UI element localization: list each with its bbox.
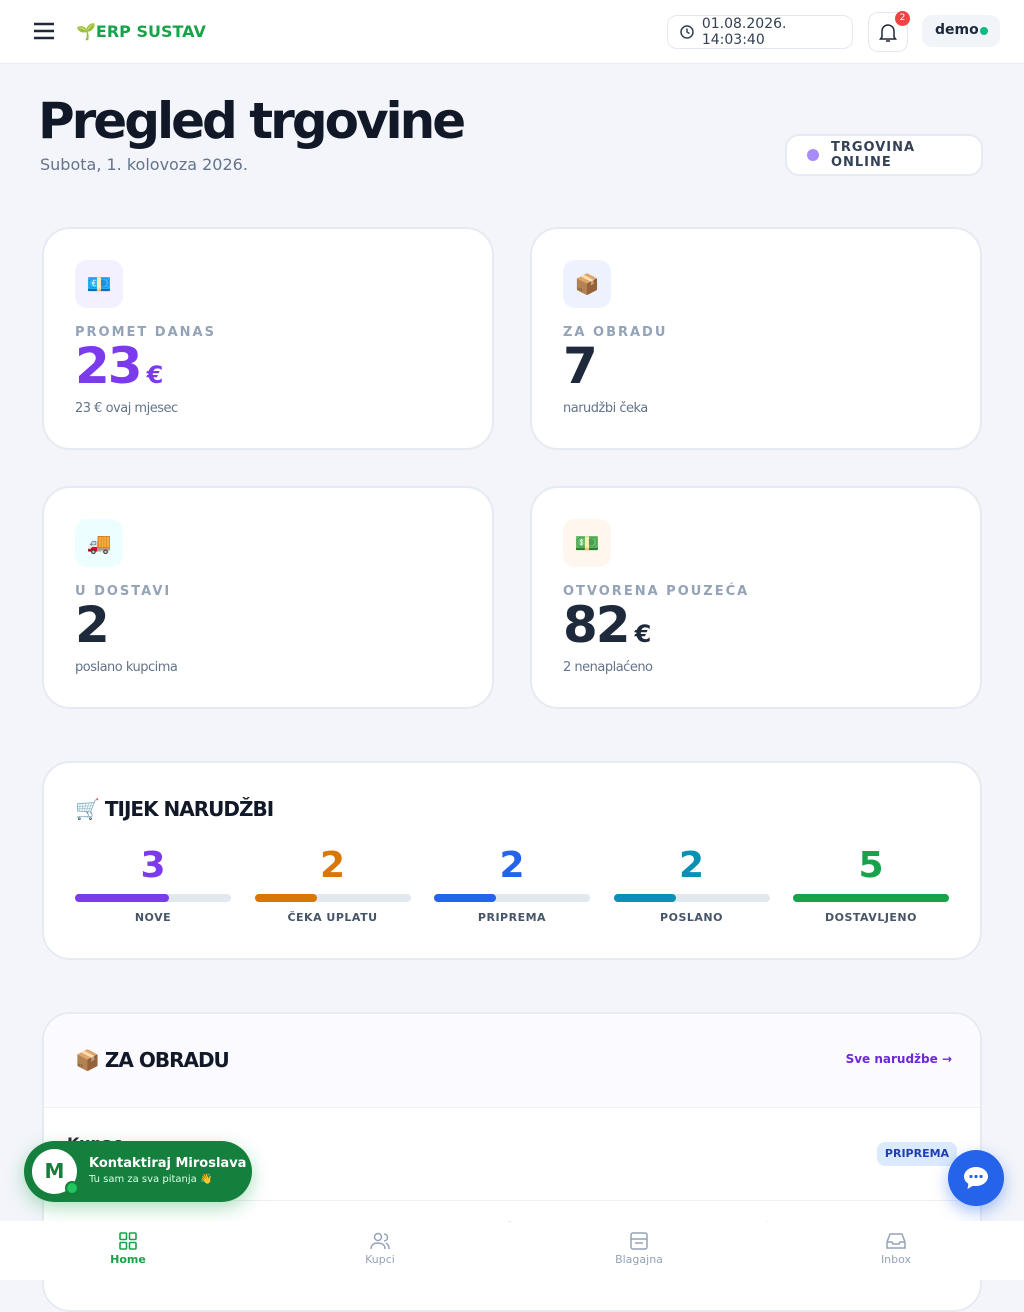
status-text: TRGOVINA ONLINE: [830, 140, 916, 170]
all-orders-link[interactable]: Sve narudžbe →: [845, 1052, 952, 1066]
nav-label: Blagajna: [615, 1253, 663, 1266]
datetime: 01.08.2026. 14:03:40: [667, 15, 853, 49]
store-status: TRGOVINA ONLINE: [785, 134, 983, 176]
stat-icon: 💶: [75, 260, 123, 308]
stat-value-row: 82 €: [563, 596, 652, 654]
user-menu[interactable]: demo: [922, 15, 1000, 47]
stat-label: OTVORENA POUZEĆA: [563, 584, 750, 599]
chat-button[interactable]: [948, 1150, 1004, 1206]
stat-value: 2: [75, 596, 110, 654]
stat-icon: 📦: [563, 260, 611, 308]
nav-label: Home: [110, 1253, 146, 1266]
step-track: [434, 894, 590, 902]
step-count: 2: [319, 845, 346, 886]
nav-icon: [886, 1233, 906, 1249]
stat-card: 🚚 U DOSTAVI 2 poslano kupcima: [42, 486, 494, 709]
user-name: demo: [935, 22, 979, 38]
stat-icon: 🚚: [75, 519, 123, 567]
nav-icon: [630, 1232, 648, 1250]
stat-label: ZA OBRADU: [563, 325, 668, 340]
stat-note: 23 € ovaj mjesec: [75, 401, 178, 416]
page-subtitle: Subota, 1. kolovoza 2026.: [40, 155, 248, 174]
brand[interactable]: 🌱ERP SUSTAV: [76, 22, 206, 41]
nav-icon: [119, 1232, 137, 1250]
step-bar: [75, 894, 169, 902]
stat-value: 23: [75, 337, 143, 395]
step-bar: [793, 894, 949, 902]
step-count: 5: [858, 845, 884, 886]
queue-icon: 📦: [75, 1048, 100, 1072]
stat-value-row: 2: [75, 596, 110, 654]
nav-label: Kupci: [365, 1253, 395, 1266]
stat-note: 2 nenaplaćeno: [563, 660, 653, 675]
contact-online: [65, 1181, 79, 1195]
step-label: POSLANO: [660, 911, 723, 924]
nav-home[interactable]: Home: [0, 1221, 256, 1280]
step-bar: [434, 894, 497, 902]
clock-icon: [680, 25, 694, 39]
nav-icon: [370, 1232, 390, 1250]
stat-card: 💵 OTVORENA POUZEĆA 82 €2 nenaplaćeno: [530, 486, 982, 709]
queue-title: 📦 ZA OBRADU: [75, 1048, 230, 1072]
step-bar: [254, 894, 317, 902]
queue-title-text: ZA OBRADU: [104, 1048, 230, 1072]
page-title: Pregled trgovine: [38, 92, 466, 150]
nav-inbox[interactable]: Inbox: [768, 1221, 1024, 1280]
bell-icon: [879, 24, 897, 42]
notifications-button[interactable]: 2: [868, 11, 910, 52]
stat-value: 82: [563, 596, 631, 654]
status-dot: [807, 149, 819, 161]
step-count: 2: [678, 845, 705, 886]
brand-name: ERP SUSTAV: [95, 22, 206, 41]
nav-register[interactable]: Blagajna: [511, 1221, 767, 1280]
order-flow-card: 🛒 TIJEK NARUDŽBI 3 NOVE 2 ČEKA UPLATU 2 PRIPR…: [42, 761, 982, 960]
contact-tagline: Tu sam za sva pitanja 👋: [89, 1174, 213, 1185]
chat-icon: [964, 1167, 988, 1189]
stat-icon: 💵: [563, 519, 611, 567]
stat-note: narudžbi čeka: [563, 401, 648, 416]
stat-value: 7: [563, 337, 598, 395]
stat-unit: €: [146, 361, 164, 389]
stat-value-row: 23 €: [75, 337, 164, 395]
step-label: DOSTAVLJENO: [824, 911, 917, 924]
flow-title: 🛒 TIJEK NARUDŽBI: [75, 797, 274, 821]
datetime-text: 01.08.2026. 14:03:40: [701, 16, 787, 48]
nav-customers[interactable]: Kupci: [252, 1221, 508, 1280]
row-divider: [44, 1200, 980, 1201]
step-label: NOVE: [134, 911, 172, 924]
brand-icon: 🌱: [76, 22, 96, 41]
stat-note: poslano kupcima: [75, 660, 178, 675]
step-count: 2: [499, 845, 525, 886]
flow-icon: 🛒: [75, 797, 100, 821]
step-label: ČEKA UPLATU: [287, 911, 378, 924]
stat-unit: €: [634, 620, 652, 648]
stat-card: 💶 PROMET DANAS 23 €23 € ovaj mjesec: [42, 227, 494, 450]
flow-title-text: TIJEK NARUDŽBI: [104, 797, 274, 821]
contact-name: Kontaktiraj Miroslava: [89, 1156, 247, 1171]
nav-label: Inbox: [880, 1253, 912, 1266]
header: 🌱ERP SUSTAV 01.08.2026. 14:03:40 2 demo: [0, 0, 1024, 64]
online-dot: [980, 27, 988, 35]
queue-header: 📦 ZA OBRADU Sve narudžbe →: [44, 1014, 980, 1108]
notification-badge: 2: [895, 11, 910, 26]
contact-button[interactable]: M Kontaktiraj Miroslava Tu sam za sva pi…: [24, 1141, 252, 1202]
stat-label: PROMET DANAS: [75, 325, 216, 340]
step-bar: [613, 894, 676, 902]
stat-value-row: 7: [563, 337, 598, 395]
menu-button[interactable]: [33, 22, 55, 40]
step-track: [613, 894, 770, 902]
stat-card: 📦 ZA OBRADU 7 narudžbi čeka: [530, 227, 982, 450]
stat-label: U DOSTAVI: [75, 584, 172, 599]
step-label: PRIPREMA: [477, 911, 547, 924]
step-count: 3: [140, 845, 166, 886]
row-status: PRIPREMA: [877, 1142, 957, 1166]
step-track: [254, 894, 411, 902]
